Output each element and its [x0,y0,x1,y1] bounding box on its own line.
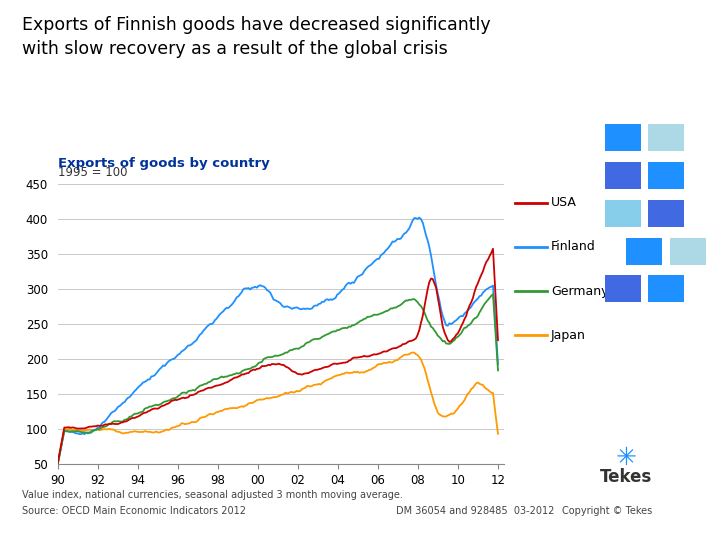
Text: Copyright © Tekes: Copyright © Tekes [562,505,652,516]
Text: Tekes: Tekes [600,468,652,486]
Text: Japan: Japan [551,329,585,342]
Text: Value index, national currencies, seasonal adjusted 3 month moving average.: Value index, national currencies, season… [22,489,402,500]
Text: ✳: ✳ [616,446,637,470]
Text: DM 36054 and 928485  03-2012: DM 36054 and 928485 03-2012 [396,505,554,516]
Text: Finland: Finland [551,240,595,253]
Text: Exports of Finnish goods have decreased significantly
with slow recovery as a re: Exports of Finnish goods have decreased … [22,16,490,58]
Text: 1995 = 100: 1995 = 100 [58,166,127,179]
Text: Exports of goods by country: Exports of goods by country [58,157,269,170]
Text: USA: USA [551,196,577,209]
Text: Source: OECD Main Economic Indicators 2012: Source: OECD Main Economic Indicators 20… [22,505,246,516]
Text: Germany: Germany [551,285,608,298]
